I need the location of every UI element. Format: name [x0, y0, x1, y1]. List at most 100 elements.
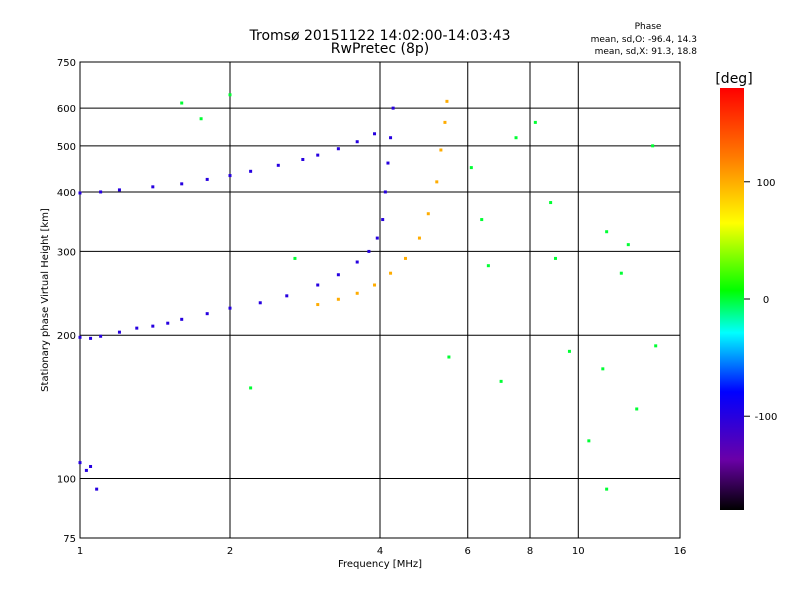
x-tick-label: 4 — [377, 546, 383, 557]
data-point — [180, 182, 184, 186]
data-point — [386, 161, 390, 165]
data-point — [499, 379, 503, 383]
y-tick-label: 500 — [57, 142, 76, 153]
y-axis-label: Stationary phase Virtual Height [km] — [40, 208, 51, 392]
chart-title: Tromsø 20151122 14:02:00-14:03:43 — [249, 28, 511, 44]
data-point — [605, 230, 609, 234]
data-point — [435, 180, 439, 184]
colorbar-tick-label: -100 — [755, 412, 778, 423]
x-tick-label: 16 — [674, 546, 687, 557]
data-point — [635, 407, 639, 411]
data-point — [355, 291, 359, 295]
x-axis-label: Frequency [MHz] — [338, 559, 422, 570]
x-tick-label: 6 — [465, 546, 471, 557]
data-point — [605, 487, 609, 491]
data-point — [469, 166, 473, 170]
x-tick-labels: 1 2 4 6 8 10 16 — [77, 546, 687, 557]
data-point — [355, 260, 359, 264]
x-tick-label: 8 — [527, 546, 533, 557]
data-point — [480, 218, 484, 222]
data-point — [439, 148, 443, 152]
data-point — [336, 147, 340, 151]
grid-lines — [80, 62, 680, 538]
data-point — [99, 334, 103, 338]
data-point — [445, 99, 449, 103]
data-point — [293, 256, 297, 260]
plot-area: 1 2 4 6 8 10 16 75 100 200 300 400 500 600 750 — [57, 58, 686, 557]
data-point — [601, 367, 605, 371]
data-point — [301, 157, 305, 161]
data-point — [389, 271, 393, 275]
y-tick-label: 75 — [63, 534, 76, 545]
data-point — [205, 312, 209, 316]
data-point — [199, 117, 203, 121]
data-point — [375, 236, 379, 240]
data-point — [443, 120, 447, 124]
data-points — [78, 93, 658, 491]
data-point — [78, 461, 82, 465]
data-point — [316, 283, 320, 287]
data-point — [381, 218, 385, 222]
colorbar-gradient — [720, 88, 744, 510]
chart-subtitle: RwPretec (8p) — [331, 41, 429, 57]
data-point — [258, 301, 262, 305]
y-tick-label: 100 — [57, 475, 76, 486]
data-point — [89, 336, 93, 340]
data-point — [619, 271, 623, 275]
data-point — [249, 386, 253, 390]
data-point — [626, 243, 630, 247]
y-tick-label: 300 — [57, 247, 76, 258]
data-point — [316, 303, 320, 307]
y-tick-label: 750 — [57, 58, 76, 69]
y-tick-labels: 75 100 200 300 400 500 600 750 — [57, 58, 76, 545]
data-point — [486, 264, 490, 268]
x-tick-label: 2 — [227, 546, 233, 557]
y-tick-label: 400 — [57, 188, 76, 199]
colorbar-tick-label: 0 — [763, 295, 769, 306]
data-point — [249, 169, 253, 173]
data-point — [389, 136, 393, 140]
data-point — [78, 191, 82, 195]
data-point — [228, 306, 232, 310]
data-point — [89, 464, 93, 468]
colorbar-ticks: 100 0 -100 — [744, 178, 777, 423]
data-point — [117, 330, 121, 334]
colorbar-tick-label: 100 — [756, 178, 775, 189]
data-point — [135, 326, 139, 330]
colorbar-label: [deg] — [715, 71, 752, 87]
data-point — [95, 487, 99, 491]
data-point — [228, 93, 232, 97]
data-point — [180, 101, 184, 105]
data-point — [426, 212, 430, 216]
data-point — [316, 153, 320, 157]
stats-o-mode: mean, sd,O: -96.4, 14.3 — [591, 35, 697, 45]
data-point — [205, 177, 209, 181]
x-tick-label: 10 — [572, 546, 585, 557]
data-point — [367, 249, 371, 253]
data-point — [276, 163, 280, 167]
data-point — [166, 321, 170, 325]
stats-heading: Phase — [635, 22, 662, 32]
data-point — [383, 190, 387, 194]
data-point — [654, 344, 658, 348]
data-point — [651, 144, 655, 148]
data-point — [403, 256, 407, 260]
data-point — [151, 324, 155, 328]
data-point — [99, 190, 103, 194]
data-point — [336, 297, 340, 301]
data-point — [336, 273, 340, 277]
data-point — [117, 188, 121, 192]
y-tick-label: 600 — [57, 104, 76, 115]
data-point — [391, 106, 395, 110]
colorbar: [deg] 100 0 -100 — [715, 71, 777, 510]
data-point — [553, 256, 557, 260]
data-point — [373, 132, 377, 136]
data-point — [84, 468, 88, 472]
data-point — [417, 236, 421, 240]
data-point — [151, 185, 155, 189]
data-point — [285, 294, 289, 298]
data-point — [533, 120, 537, 124]
data-point — [549, 201, 553, 205]
data-point — [373, 283, 377, 287]
